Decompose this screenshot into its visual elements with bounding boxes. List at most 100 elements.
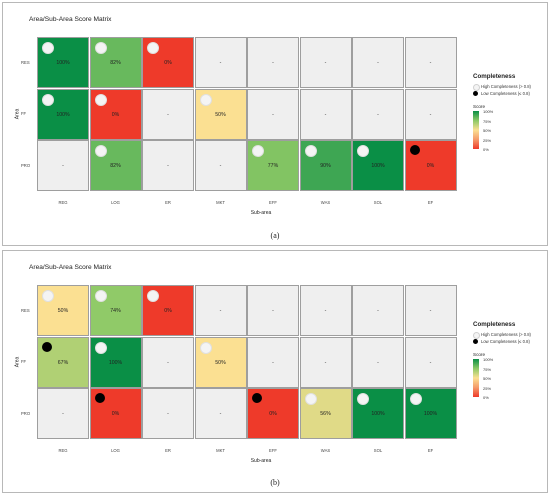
column-label: EFF [269, 447, 277, 453]
heatmap-cell: 100% [89, 336, 142, 388]
heatmap-cell: - [142, 336, 194, 388]
high-completeness-marker [94, 145, 107, 157]
heatmap-cell: 0% [89, 388, 142, 439]
colorbar-tick-label: 100% [483, 109, 494, 114]
heatmap-cell: - [194, 37, 247, 88]
y-axis-title: Area [14, 356, 21, 368]
cell-value: 82% [110, 60, 121, 66]
heatmap-cell: - [404, 285, 457, 336]
score-colorbar: 100% 75% 50% 25% 0% [473, 109, 493, 152]
column-label: REG [58, 447, 68, 453]
low-completeness-legend-marker [473, 91, 478, 96]
heatmap-cell: 100% [404, 388, 457, 439]
colorbar-tick-label: 75% [483, 366, 492, 372]
heatmap-cell: 50% [194, 336, 247, 388]
cell-value: 0% [164, 60, 172, 66]
heatmap-cell: 90% [299, 140, 352, 191]
legend-item-label: Low Completeness (≤ 0.8) [481, 91, 530, 96]
cell-value: - [219, 60, 222, 66]
cell-value: - [324, 359, 327, 366]
cell-value: - [219, 308, 222, 314]
legend-item: Low Completeness (≤ 0.8) [473, 339, 543, 346]
legend-item: High Completeness (> 0.8) [473, 84, 543, 91]
legend-item-label: Low Completeness (≤ 0.8) [481, 339, 530, 344]
panel-a: Area/Sub-Area Score Matrix Area Sub-area RE… [2, 2, 548, 246]
row-label: FF [21, 111, 27, 117]
high-completeness-marker [357, 393, 369, 405]
cell-value: 0% [426, 163, 435, 169]
cell-value: - [272, 111, 274, 118]
x-axis-title: Sub-area [250, 209, 272, 216]
cell-value: 100% [108, 359, 123, 366]
heatmap-cell: - [299, 285, 352, 336]
cell-value: 74% [110, 308, 121, 314]
chart-title: Area/Sub-Area Score Matrix [29, 16, 112, 23]
legend-item-label: High Completeness (> 0.8) [481, 84, 531, 89]
cell-value: 56% [320, 411, 331, 417]
cell-value: 0% [164, 308, 172, 314]
column-label: REG [58, 199, 68, 205]
high-completeness-marker [94, 93, 107, 106]
y-axis-title: Area [14, 108, 21, 120]
high-completeness-marker [147, 290, 159, 302]
legend-item: Low Completeness (≤ 0.8) [473, 91, 543, 98]
heatmap-cell: - [299, 37, 352, 88]
cell-value: - [219, 411, 222, 417]
heatmap-cell: 50% [37, 285, 89, 336]
legend: Completeness High Completeness (> 0.8) Low… [473, 73, 543, 152]
colorbar-tick-label: 50% [483, 128, 492, 133]
high-completeness-marker [42, 93, 54, 106]
cell-value: 50% [215, 359, 226, 366]
heatmap-cell: - [352, 88, 404, 140]
heatmap-cell: 56% [299, 388, 352, 439]
cell-value: 0% [111, 411, 120, 417]
cell-value: - [377, 111, 379, 118]
column-label: SOL [373, 199, 383, 205]
colorbar-tick-label: 0% [483, 147, 489, 152]
high-completeness-marker [94, 290, 107, 302]
heatmap-cell: - [142, 88, 194, 140]
heatmap-cell: 50% [194, 88, 247, 140]
cell-value: - [429, 111, 432, 118]
colorbar-tick-label: 0% [483, 395, 489, 400]
heatmap-cell: - [404, 37, 457, 88]
heatmap-cell: - [352, 285, 404, 336]
legend-completeness-title: Completeness [473, 73, 516, 80]
heatmap-cell: 77% [247, 140, 299, 191]
heatmap-cell: 82% [89, 37, 142, 88]
high-completeness-marker [42, 42, 54, 54]
high-completeness-marker [42, 290, 54, 302]
column-label: WAS [320, 199, 331, 205]
heatmap-cell: - [37, 388, 89, 439]
cell-value: - [272, 359, 274, 366]
heatmap-cell: 100% [352, 140, 404, 191]
column-label: EFF [269, 199, 277, 205]
heatmap-cell: 100% [37, 37, 89, 88]
cell-value: 77% [267, 163, 279, 169]
column-label: EF [427, 199, 434, 205]
cell-value: 82% [110, 163, 121, 169]
legend-item-label: High Completeness (> 0.8) [481, 332, 531, 337]
high-completeness-marker [409, 393, 422, 405]
cell-value: 90% [320, 163, 331, 169]
score-colorbar: 100% 75% 50% 25% 0% [473, 357, 493, 400]
colorbar-tick-label: 25% [483, 385, 492, 391]
cell-value: 100% [423, 411, 438, 417]
cell-value: 100% [56, 111, 70, 118]
high-completeness-marker [94, 42, 107, 54]
colorbar-tick-label: 75% [483, 118, 492, 124]
panel-b: Area/Sub-Area Score Matrix Area Sub-area RE… [2, 250, 548, 493]
high-completeness-marker [199, 341, 212, 354]
legend: Completeness High Completeness (> 0.8) Low… [473, 321, 543, 400]
column-label: EF [427, 447, 434, 453]
low-completeness-legend-marker [473, 339, 478, 344]
high-completeness-marker [357, 145, 369, 157]
legend-score-title: Score [473, 104, 486, 109]
column-label: ER [165, 447, 171, 453]
heatmap-cell: - [299, 336, 352, 388]
high-completeness-marker [304, 145, 317, 157]
column-label: WAS [320, 447, 331, 453]
column-label: LOG [111, 199, 120, 205]
cell-value: 0% [111, 111, 120, 118]
heatmap-cell: 100% [37, 88, 89, 140]
